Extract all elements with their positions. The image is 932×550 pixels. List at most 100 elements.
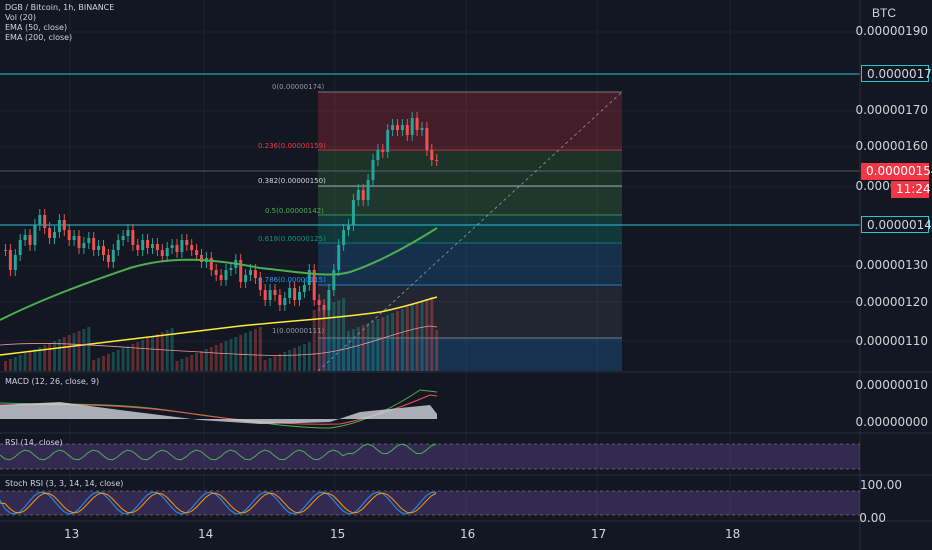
candle-body: [410, 118, 414, 135]
candle-body: [97, 246, 101, 250]
indicator-ema200[interactable]: EMA (200, close): [5, 33, 73, 42]
volume-bar: [347, 331, 350, 371]
fib-band: [318, 215, 622, 243]
volume-bar: [258, 327, 262, 371]
volume-bar: [430, 297, 434, 371]
fib-band: [318, 150, 622, 186]
macd-title[interactable]: MACD (12, 26, close, 9): [5, 377, 100, 386]
fib-label-382: 0.382(0.00000150): [258, 177, 326, 185]
candle-body: [200, 255, 203, 262]
volume-bar: [175, 361, 179, 371]
stoch-title[interactable]: Stoch RSI (3, 3, 14, 14, close): [5, 479, 124, 488]
volume-bar: [180, 359, 184, 371]
candle-body: [190, 245, 194, 250]
ema-50-line: [0, 227, 438, 321]
volume-bar: [97, 358, 101, 371]
indicator-vol[interactable]: Vol (20): [5, 13, 36, 22]
candle-body: [396, 125, 399, 130]
candle-body: [249, 270, 252, 275]
candle-body: [381, 150, 385, 152]
volume-bar: [43, 345, 47, 371]
stoch-d-line: [0, 492, 437, 514]
fib-band: [318, 243, 622, 285]
candle-body: [214, 270, 218, 275]
volume-ma-line: [0, 325, 438, 356]
currency-label[interactable]: BTC: [872, 6, 896, 20]
volume-bar: [67, 335, 71, 371]
candle-body: [8, 250, 12, 270]
volume-bar: [376, 319, 380, 371]
candle-body: [136, 245, 140, 250]
candle-body: [155, 244, 159, 250]
candle-body: [288, 288, 292, 298]
candle-body: [92, 238, 96, 250]
volume-bar: [317, 308, 321, 371]
volume-bar: [38, 347, 42, 371]
fib-band: [318, 338, 622, 371]
candle-body: [347, 225, 350, 230]
volume-bar: [92, 360, 96, 371]
candle-body: [209, 258, 213, 270]
candle-body: [337, 245, 341, 270]
fib-retracement-tool[interactable]: [318, 91, 622, 371]
volume-bar: [4, 361, 7, 371]
volume-bar: [121, 348, 125, 371]
time-label: 14: [198, 527, 214, 541]
price-label: 0.00000130: [855, 258, 928, 272]
volume-bar: [253, 329, 257, 371]
candle-body: [180, 240, 184, 252]
candle-body: [253, 270, 257, 278]
candle-body: [160, 250, 164, 256]
volume-bar: [229, 339, 233, 371]
time-label: 18: [725, 527, 741, 541]
chart-grid: [0, 0, 860, 521]
candle-body: [33, 225, 37, 245]
candle-body: [273, 290, 277, 295]
candle-body: [146, 240, 150, 248]
volume-bar: [106, 354, 110, 371]
volume-bar: [62, 337, 66, 371]
volume-bar: [219, 343, 223, 371]
volume-bar: [327, 304, 331, 371]
candle-body: [87, 238, 91, 243]
candle-body: [332, 270, 336, 290]
time-label: 15: [330, 527, 346, 541]
rsi-band: [0, 444, 860, 469]
candle-body: [391, 125, 395, 130]
current-price-tag: 0.00000154: [861, 163, 932, 180]
price-label: 0.00000160: [855, 139, 928, 153]
resistance-price-tag[interactable]: 0.00000179: [861, 65, 932, 82]
volume-bar: [312, 310, 316, 371]
volume-bar: [111, 352, 115, 371]
volume-bar: [214, 345, 218, 371]
volume-bar: [268, 358, 272, 371]
volume-bar: [239, 335, 243, 371]
candle-body: [170, 245, 174, 248]
candle-body: [43, 215, 47, 228]
indicator-ema50[interactable]: EMA (50, close): [5, 23, 68, 32]
volume-bars: [4, 297, 439, 371]
fib-label-1: 1(0.00000111): [272, 327, 325, 335]
volume-bar: [146, 338, 150, 371]
trend-line[interactable]: [317, 91, 623, 372]
candle-body: [258, 278, 262, 290]
rsi-title[interactable]: RSI (14, close): [5, 438, 63, 447]
candle-body: [38, 215, 42, 225]
candle-body: [48, 228, 52, 238]
candle-body: [405, 125, 409, 135]
volume-bar: [204, 349, 208, 371]
volume-bar: [307, 342, 311, 371]
volume-bar: [82, 329, 86, 371]
symbol-title[interactable]: DGB / Bitcoin, 1h, BINANCE: [5, 3, 115, 12]
volume-bar: [155, 334, 159, 371]
volume-bar: [33, 349, 37, 371]
volume-bar: [48, 343, 52, 371]
price-label: 0.00000190: [855, 24, 928, 38]
candle-body: [361, 190, 365, 200]
volume-bar: [141, 340, 145, 371]
macd-pane: [0, 389, 438, 429]
candle-body: [415, 118, 419, 130]
candle-body: [116, 240, 120, 250]
